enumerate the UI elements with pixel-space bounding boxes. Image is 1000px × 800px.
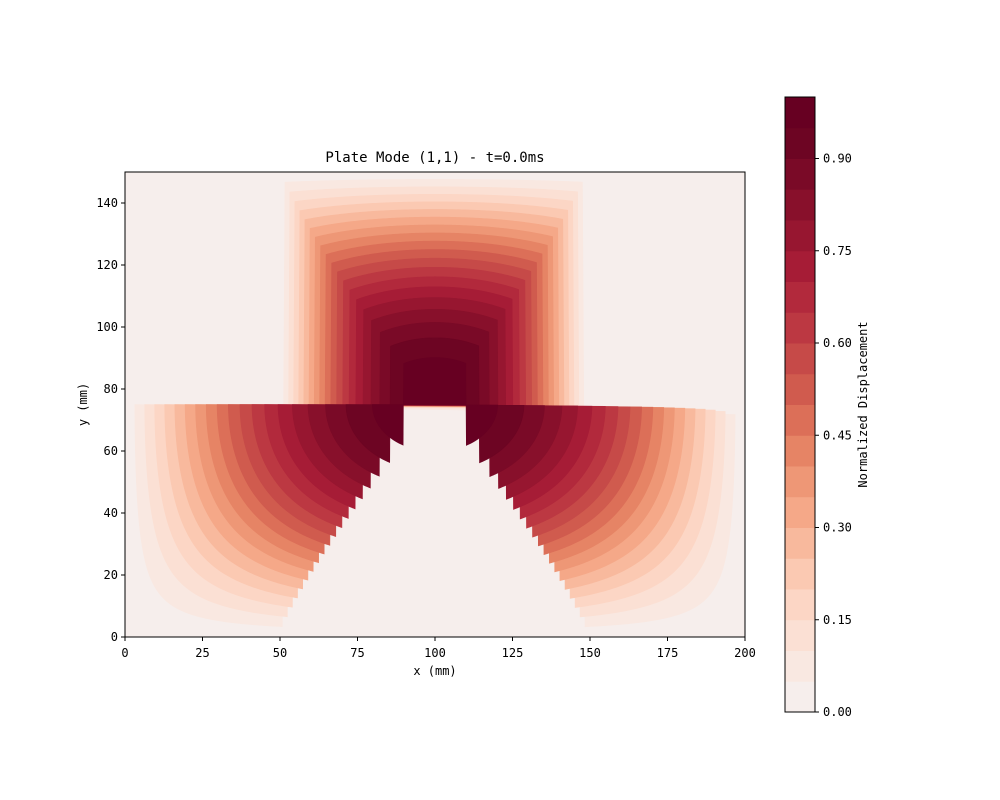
x-axis-ticks: 0 25 50 75 100 125 150 175 200 (121, 637, 756, 660)
colorbar-segment (785, 373, 815, 405)
y-axis-label: y (mm) (76, 383, 90, 426)
colorbar-tick-label: 0.00 (823, 705, 852, 719)
colorbar-segment (785, 619, 815, 651)
colorbar-tick-label: 0.75 (823, 244, 852, 258)
colorbar-segment (785, 281, 815, 313)
y-axis-ticks: 0 20 40 60 80 100 120 140 (96, 196, 125, 644)
colorbar-tick-label: 0.45 (823, 428, 852, 442)
x-tick-label: 0 (121, 646, 128, 660)
colorbar-segment (785, 343, 815, 375)
colorbar-segment (785, 97, 815, 129)
x-tick-label: 25 (195, 646, 209, 660)
y-tick-label: 60 (104, 444, 118, 458)
colorbar-segment (785, 496, 815, 528)
colorbar (785, 97, 815, 713)
colorbar-segment (785, 527, 815, 559)
colorbar-frame (784, 96, 816, 713)
colorbar-segment (785, 589, 815, 621)
colorbar-segment (785, 312, 815, 344)
colorbar-ticks: 0.00 0.15 0.30 0.45 0.60 0.75 0.90 (815, 152, 852, 719)
colorbar-segment (785, 558, 815, 590)
x-tick-label: 75 (350, 646, 364, 660)
x-tick-label: 125 (502, 646, 524, 660)
x-tick-label: 50 (273, 646, 287, 660)
colorbar-segment (785, 189, 815, 221)
contour-bands (134, 179, 736, 628)
colorbar-tick-label: 0.30 (823, 521, 852, 535)
colorbar-tick-label: 0.60 (823, 336, 852, 350)
y-tick-label: 120 (96, 258, 118, 272)
colorbar-segment (785, 158, 815, 190)
y-tick-label: 0 (111, 630, 118, 644)
y-tick-label: 80 (104, 382, 118, 396)
x-axis-label: x (mm) (413, 664, 456, 678)
colorbar-segment (785, 681, 815, 713)
y-tick-label: 40 (104, 506, 118, 520)
x-tick-label: 175 (657, 646, 679, 660)
colorbar-label: Normalized Displacement (856, 321, 870, 487)
colorbar-segment (785, 220, 815, 252)
colorbar-segment (785, 435, 815, 467)
x-tick-label: 100 (424, 646, 446, 660)
colorbar-tick-label: 0.15 (823, 613, 852, 627)
y-tick-label: 140 (96, 196, 118, 210)
colorbar-segment (785, 466, 815, 498)
colorbar-segment (785, 250, 815, 282)
x-tick-label: 150 (579, 646, 601, 660)
colorbar-segment (785, 650, 815, 682)
colorbar-segment (785, 127, 815, 159)
y-tick-label: 20 (104, 568, 118, 582)
colorbar-segment (785, 404, 815, 436)
y-tick-label: 100 (96, 320, 118, 334)
chart-title: Plate Mode (1,1) - t=0.0ms (325, 150, 544, 166)
colorbar-tick-label: 0.90 (823, 152, 852, 166)
x-tick-label: 200 (734, 646, 756, 660)
contour-band (372, 357, 498, 446)
